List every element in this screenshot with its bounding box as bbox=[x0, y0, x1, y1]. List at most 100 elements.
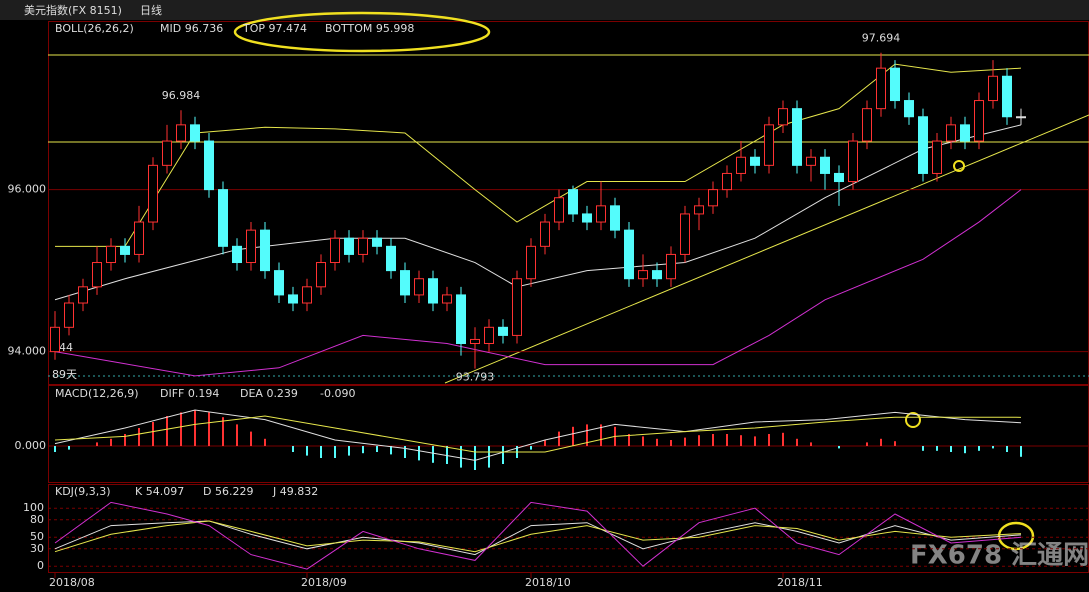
candle-body bbox=[120, 245, 130, 255]
indicator-line bbox=[54, 415, 1022, 453]
indicator-line bbox=[54, 520, 1022, 553]
legend-entry: TOP 97.474 bbox=[242, 22, 307, 35]
candle-body bbox=[932, 140, 942, 174]
candle-body bbox=[470, 338, 480, 345]
price-annotation: 97.694 bbox=[862, 31, 901, 44]
candle-body bbox=[456, 294, 466, 345]
indicator-line bbox=[54, 409, 1022, 461]
x-tick-label: 2018/08 bbox=[49, 576, 95, 589]
candle-body bbox=[302, 286, 312, 304]
legend-entry: BOTTOM 95.998 bbox=[325, 22, 414, 35]
candle-body bbox=[722, 172, 732, 191]
candle-body bbox=[442, 294, 452, 304]
candle-body bbox=[1002, 75, 1012, 118]
highlight-circle bbox=[953, 160, 965, 172]
candle-body bbox=[148, 164, 158, 223]
candle-body bbox=[568, 189, 578, 215]
y-tick-label: 80 bbox=[30, 513, 44, 526]
candle-body bbox=[554, 197, 564, 223]
candle-body bbox=[1016, 116, 1026, 119]
y-tick-label: 0.000 bbox=[15, 439, 47, 452]
candle-body bbox=[330, 237, 340, 264]
candle-body bbox=[386, 245, 396, 272]
candle-body bbox=[162, 140, 172, 166]
candle-body bbox=[806, 156, 816, 166]
candle-body bbox=[274, 270, 284, 296]
candle-body bbox=[106, 245, 116, 264]
candle-body bbox=[988, 75, 998, 102]
indicator-line bbox=[54, 189, 1022, 377]
candle-body bbox=[92, 262, 102, 288]
candle-body bbox=[260, 229, 270, 272]
price-annotation: 93.793 bbox=[456, 370, 495, 383]
candle-body bbox=[694, 205, 704, 215]
legend-entry: K 54.097 bbox=[135, 485, 184, 498]
candle-body bbox=[904, 100, 914, 118]
candle-body bbox=[638, 270, 648, 280]
watermark: FX678 汇通网 bbox=[910, 541, 1089, 571]
candle-body bbox=[974, 100, 984, 142]
candle-body bbox=[78, 286, 88, 304]
candle-body bbox=[484, 326, 494, 345]
candle-body bbox=[764, 124, 774, 166]
candle-body bbox=[792, 108, 802, 166]
candle-body bbox=[834, 172, 844, 183]
candle-body bbox=[358, 237, 368, 255]
candle-body bbox=[820, 156, 830, 174]
candle-body bbox=[134, 221, 144, 255]
candle-body bbox=[862, 108, 872, 142]
legend-entry: DEA 0.239 bbox=[240, 387, 298, 400]
highlight-ellipse bbox=[233, 11, 491, 53]
candle-body bbox=[708, 189, 718, 207]
y-tick-label: 96.000 bbox=[8, 183, 47, 196]
candle-body bbox=[596, 205, 606, 223]
legend-entry: J 49.832 bbox=[272, 485, 318, 498]
candle-body bbox=[652, 270, 662, 280]
candle-body bbox=[582, 213, 592, 223]
candle-body bbox=[680, 213, 690, 255]
candle-body bbox=[246, 229, 256, 264]
candle-body bbox=[876, 67, 886, 110]
left-label: 89天 bbox=[52, 368, 77, 381]
candle-body bbox=[64, 302, 74, 328]
legend-entry: KDJ(9,3,3) bbox=[55, 485, 111, 498]
legend-entry: DIFF 0.194 bbox=[160, 387, 219, 400]
y-tick-label: 30 bbox=[30, 542, 44, 555]
candle-body bbox=[288, 294, 298, 304]
candle-body bbox=[372, 237, 382, 247]
legend-entry: MID 96.736 bbox=[160, 22, 223, 35]
y-tick-label: 50 bbox=[30, 530, 44, 543]
candle-body bbox=[946, 124, 956, 142]
candle-body bbox=[778, 108, 788, 126]
candle-body bbox=[232, 245, 242, 264]
candle-body bbox=[176, 124, 186, 142]
candle-body bbox=[218, 189, 228, 247]
candle-body bbox=[736, 156, 746, 174]
candle-body bbox=[498, 326, 508, 336]
y-tick-label: 94.000 bbox=[8, 345, 47, 358]
legend-entry: MACD(12,26,9) bbox=[55, 387, 139, 400]
legend-entry: D 56.229 bbox=[203, 485, 253, 498]
legend-entry: -0.090 bbox=[320, 387, 355, 400]
y-tick-label: 0 bbox=[37, 559, 44, 572]
x-tick-label: 2018/09 bbox=[301, 576, 347, 589]
candle-body bbox=[666, 253, 676, 280]
legend-entry: BOLL(26,26,2) bbox=[55, 22, 134, 35]
candle-body bbox=[890, 67, 900, 102]
candle-body bbox=[610, 205, 620, 231]
candle-body bbox=[428, 278, 438, 304]
candle-body bbox=[960, 124, 970, 142]
y-tick-label: 100 bbox=[23, 501, 44, 514]
candle-body bbox=[400, 270, 410, 296]
candle-body bbox=[344, 237, 354, 255]
candle-body bbox=[190, 124, 200, 142]
candle-body bbox=[750, 156, 760, 166]
candle-body bbox=[414, 278, 424, 296]
indicator-line bbox=[54, 124, 1022, 301]
price-annotation: 96.984 bbox=[162, 89, 201, 102]
candle-body bbox=[848, 140, 858, 183]
period[interactable]: 日线 bbox=[140, 3, 162, 17]
candle-body bbox=[204, 140, 214, 191]
candle-body bbox=[540, 221, 550, 247]
highlight-circle bbox=[905, 412, 921, 428]
